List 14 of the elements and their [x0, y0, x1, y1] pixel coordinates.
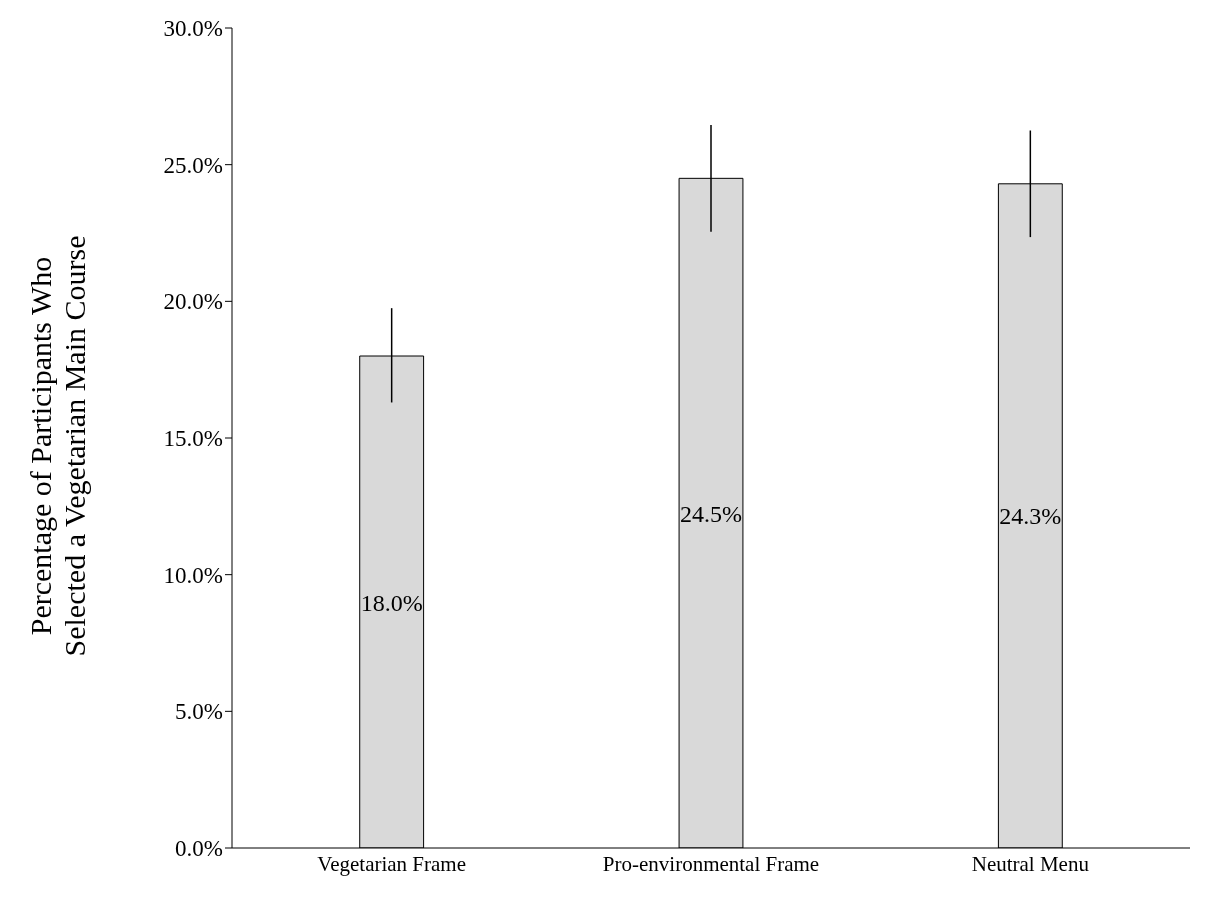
data-label: 24.5% [680, 500, 742, 527]
y-tick-label: 10.0% [163, 562, 223, 588]
data-label: 24.3% [999, 503, 1062, 530]
x-tick-label: Neutral Menu [971, 851, 1090, 876]
x-tick-label: Vegetarian Frame [317, 851, 467, 876]
y-tick-label: 30.0% [163, 16, 223, 42]
y-tick-label: 5.0% [175, 699, 223, 725]
y-tick-label: 0.0% [175, 836, 223, 862]
y-axis-title: Percentage of Participants Who Selected a Vegetarian Main Course [24, 235, 91, 657]
x-tick-label: Pro-environmental Frame [602, 851, 820, 876]
data-label: 18.0% [360, 589, 423, 616]
y-tick-label: 20.0% [163, 289, 223, 315]
y-tick-label: 25.0% [163, 152, 223, 178]
y-tick-label: 15.0% [163, 426, 223, 452]
